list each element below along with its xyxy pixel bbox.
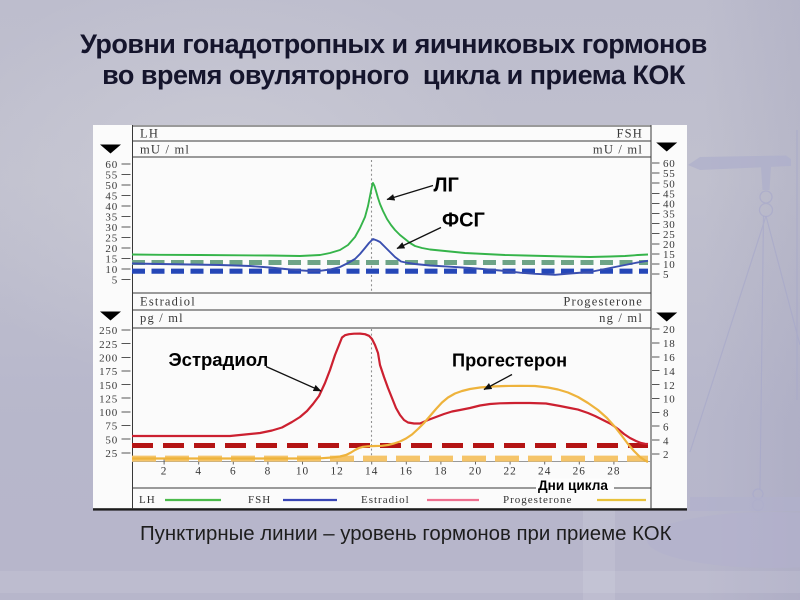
- svg-text:14: 14: [365, 466, 378, 478]
- svg-text:20: 20: [105, 243, 118, 255]
- svg-text:Progesterone: Progesterone: [563, 295, 643, 309]
- svg-text:Эстрадиол: Эстрадиол: [169, 349, 269, 370]
- svg-text:200: 200: [99, 353, 118, 365]
- svg-text:40: 40: [663, 199, 676, 211]
- svg-text:16: 16: [663, 352, 676, 364]
- svg-text:75: 75: [105, 421, 118, 433]
- svg-text:10: 10: [296, 466, 309, 478]
- svg-text:10: 10: [663, 394, 676, 406]
- svg-text:12: 12: [330, 466, 343, 478]
- svg-text:28: 28: [607, 466, 620, 478]
- svg-text:100: 100: [99, 407, 118, 419]
- svg-text:35: 35: [105, 212, 118, 224]
- svg-text:60: 60: [105, 159, 118, 171]
- svg-text:60: 60: [663, 158, 676, 170]
- svg-text:FSH: FSH: [248, 494, 271, 506]
- svg-text:6: 6: [230, 466, 237, 478]
- svg-text:pg / ml: pg / ml: [140, 311, 184, 325]
- svg-text:4: 4: [195, 466, 202, 478]
- svg-text:50: 50: [663, 178, 676, 190]
- svg-text:10: 10: [663, 259, 676, 271]
- svg-text:mU / ml: mU / ml: [593, 143, 643, 157]
- svg-text:26: 26: [573, 466, 586, 478]
- svg-text:20: 20: [663, 239, 676, 251]
- svg-text:10: 10: [105, 264, 118, 276]
- svg-text:12: 12: [663, 380, 676, 392]
- svg-text:30: 30: [663, 219, 676, 231]
- svg-text:45: 45: [105, 191, 118, 203]
- svg-text:Progesterone: Progesterone: [503, 494, 572, 506]
- svg-text:35: 35: [663, 209, 676, 221]
- svg-text:Estradiol: Estradiol: [140, 295, 196, 309]
- svg-text:25: 25: [105, 233, 118, 245]
- svg-text:15: 15: [105, 254, 118, 266]
- svg-text:225: 225: [99, 339, 118, 351]
- svg-text:2: 2: [161, 466, 168, 478]
- svg-text:50: 50: [105, 434, 118, 446]
- svg-text:5: 5: [663, 269, 669, 281]
- svg-text:LH: LH: [139, 494, 156, 506]
- svg-text:22: 22: [503, 466, 516, 478]
- svg-text:55: 55: [105, 170, 118, 182]
- svg-text:25: 25: [105, 448, 118, 460]
- svg-text:24: 24: [538, 466, 551, 478]
- svg-text:18: 18: [434, 466, 447, 478]
- svg-text:8: 8: [663, 408, 669, 420]
- svg-text:4: 4: [663, 435, 669, 447]
- svg-text:250: 250: [99, 325, 118, 337]
- svg-text:5: 5: [112, 275, 118, 287]
- svg-text:50: 50: [105, 180, 118, 192]
- svg-text:45: 45: [663, 189, 676, 201]
- svg-text:Estradiol: Estradiol: [361, 494, 410, 506]
- svg-text:175: 175: [99, 366, 118, 378]
- svg-text:150: 150: [99, 380, 118, 392]
- svg-text:ng / ml: ng / ml: [599, 311, 643, 325]
- svg-text:mU / ml: mU / ml: [140, 143, 190, 157]
- svg-text:2: 2: [663, 449, 669, 461]
- svg-text:125: 125: [99, 393, 118, 405]
- svg-text:6: 6: [663, 421, 669, 433]
- svg-text:14: 14: [663, 366, 676, 378]
- svg-text:20: 20: [663, 324, 676, 336]
- svg-text:30: 30: [105, 222, 118, 234]
- svg-text:ЛГ: ЛГ: [434, 175, 459, 197]
- svg-text:20: 20: [469, 466, 482, 478]
- svg-text:40: 40: [105, 201, 118, 213]
- svg-text:Прогестерон: Прогестерон: [452, 351, 567, 371]
- svg-text:25: 25: [663, 229, 676, 241]
- svg-text:Дни цикла: Дни цикла: [538, 478, 608, 493]
- svg-text:15: 15: [663, 249, 676, 261]
- svg-text:18: 18: [663, 338, 676, 350]
- svg-text:FSH: FSH: [616, 127, 643, 141]
- svg-text:55: 55: [663, 168, 676, 180]
- svg-text:ФСГ: ФСГ: [442, 210, 485, 232]
- svg-text:16: 16: [400, 466, 413, 478]
- svg-text:LH: LH: [140, 127, 159, 141]
- svg-text:8: 8: [265, 466, 272, 478]
